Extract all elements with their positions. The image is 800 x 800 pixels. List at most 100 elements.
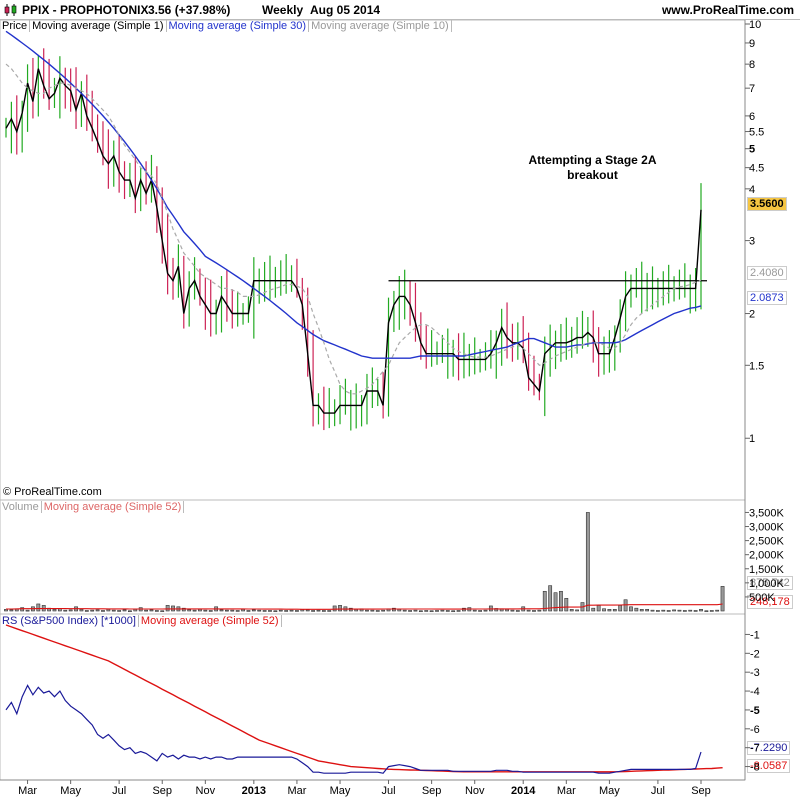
rs-y-tick-label: -4	[750, 686, 760, 698]
price-y-tick-label: 2	[749, 309, 755, 321]
legend-ma30[interactable]: Moving average (Simple 30)	[166, 20, 310, 32]
volume-bar	[602, 608, 606, 612]
rs-y-tick-label: -3	[750, 667, 760, 679]
rs-y-tick-label: -1	[750, 629, 760, 641]
volume-bar	[607, 609, 612, 612]
panel-frame	[0, 19, 746, 501]
volume-bar	[4, 609, 8, 612]
volume-bar	[413, 609, 418, 612]
rs-y-tick-label: -5	[750, 705, 760, 717]
x-tick-label: Jul	[651, 785, 665, 797]
volume-bar	[569, 609, 574, 612]
volume-bar	[365, 609, 369, 612]
volume-bar	[289, 609, 294, 612]
volume-bar	[144, 609, 148, 612]
x-tick-label: Nov	[196, 785, 216, 797]
volume-bar	[111, 609, 116, 612]
x-tick-label: Jul	[112, 785, 126, 797]
date-label: Aug 05 2014	[310, 3, 381, 17]
volume-bar	[548, 585, 553, 612]
x-tick-label: May	[599, 785, 620, 797]
price-y-tick-label: 4.5	[749, 163, 764, 175]
candlestick-icon	[4, 4, 17, 16]
price-value-tag: 3.5600	[747, 197, 787, 211]
volume-bar	[483, 609, 488, 612]
volume-bar	[424, 610, 429, 612]
volume-legend: Volume Moving average (Simple 52)	[0, 501, 185, 513]
volume-bar	[122, 609, 127, 612]
volume-y-tick-label: 500K	[749, 592, 775, 604]
x-tick-label: Sep	[691, 785, 711, 797]
volume-y-tick-label: 2,000K	[749, 550, 785, 562]
volume-bar	[9, 609, 14, 612]
price-y-tick-label: 1.5	[749, 360, 764, 372]
volume-bar	[375, 610, 380, 612]
rs-y-tick-label: -8	[750, 762, 760, 774]
volume-ma-line	[6, 603, 723, 610]
volume-bar	[418, 610, 423, 613]
rs-y-tick-label: -6	[750, 724, 760, 736]
legend-rs-ma[interactable]: Moving average (Simple 52)	[138, 615, 282, 627]
volume-bar	[381, 609, 386, 612]
volume-bar	[478, 610, 483, 612]
volume-bar	[553, 592, 558, 612]
period-label: Weekly	[262, 3, 304, 17]
volume-bar	[327, 610, 332, 612]
volume-bar	[192, 609, 197, 612]
volume-bar	[709, 610, 714, 612]
volume-bar	[677, 609, 682, 612]
volume-bar	[311, 610, 315, 612]
volume-bar	[165, 605, 170, 612]
volume-bar	[456, 610, 461, 612]
legend-price[interactable]: Price	[0, 20, 31, 32]
volume-bar	[688, 609, 693, 612]
volume-bar	[284, 610, 289, 612]
volume-bar	[235, 610, 240, 612]
volume-bar	[25, 609, 30, 612]
volume-bar	[79, 609, 84, 612]
legend-volume-ma[interactable]: Moving average (Simple 52)	[41, 501, 185, 513]
volume-bar	[655, 610, 660, 612]
price-change-label: 3.56 (+37.98%)	[148, 3, 231, 17]
volume-bar	[84, 610, 89, 612]
volume-bar	[278, 609, 283, 612]
volume-bar	[542, 590, 547, 612]
volume-bar	[408, 610, 412, 612]
price-y-tick-label: 4	[749, 184, 755, 196]
volume-bar	[106, 609, 111, 612]
volume-bar	[154, 610, 159, 612]
volume-y-tick-label: 3,500K	[749, 507, 785, 519]
volume-bar	[505, 609, 509, 612]
volume-bar	[101, 610, 105, 612]
volume-bar	[268, 610, 272, 612]
legend-rs[interactable]: RS (S&P500 Index) [*1000]	[0, 615, 139, 627]
price-y-tick-label: 1	[749, 433, 755, 445]
volume-bar	[203, 609, 208, 612]
volume-bar	[699, 609, 703, 612]
volume-bar	[338, 605, 342, 612]
volume-bar	[575, 609, 579, 612]
legend-ma10[interactable]: Moving average (Simple 10)	[309, 20, 452, 32]
volume-bar	[672, 609, 676, 612]
symbol-label: PPIX - PROPHOTONIX	[22, 3, 149, 17]
price-y-tick-label: 10	[749, 19, 761, 31]
volume-bar	[262, 610, 267, 612]
panel-frame	[0, 499, 746, 615]
x-tick-label: Mar	[557, 785, 576, 797]
volume-bar	[63, 609, 68, 612]
volume-bar	[332, 605, 337, 612]
panel-frame	[0, 613, 746, 781]
volume-bar	[133, 609, 138, 612]
legend-volume[interactable]: Volume	[0, 501, 42, 513]
volume-bar	[181, 607, 186, 612]
volume-bar	[666, 610, 671, 612]
price-y-tick-label: 9	[749, 38, 755, 50]
x-tick-label: May	[60, 785, 81, 797]
volume-bar	[257, 609, 262, 612]
legend-ma1[interactable]: Moving average (Simple 1)	[30, 20, 167, 32]
volume-bar	[187, 609, 192, 612]
volume-bar	[95, 609, 100, 612]
volume-value-tag: 875,742	[747, 576, 793, 590]
volume-bar	[90, 609, 95, 612]
